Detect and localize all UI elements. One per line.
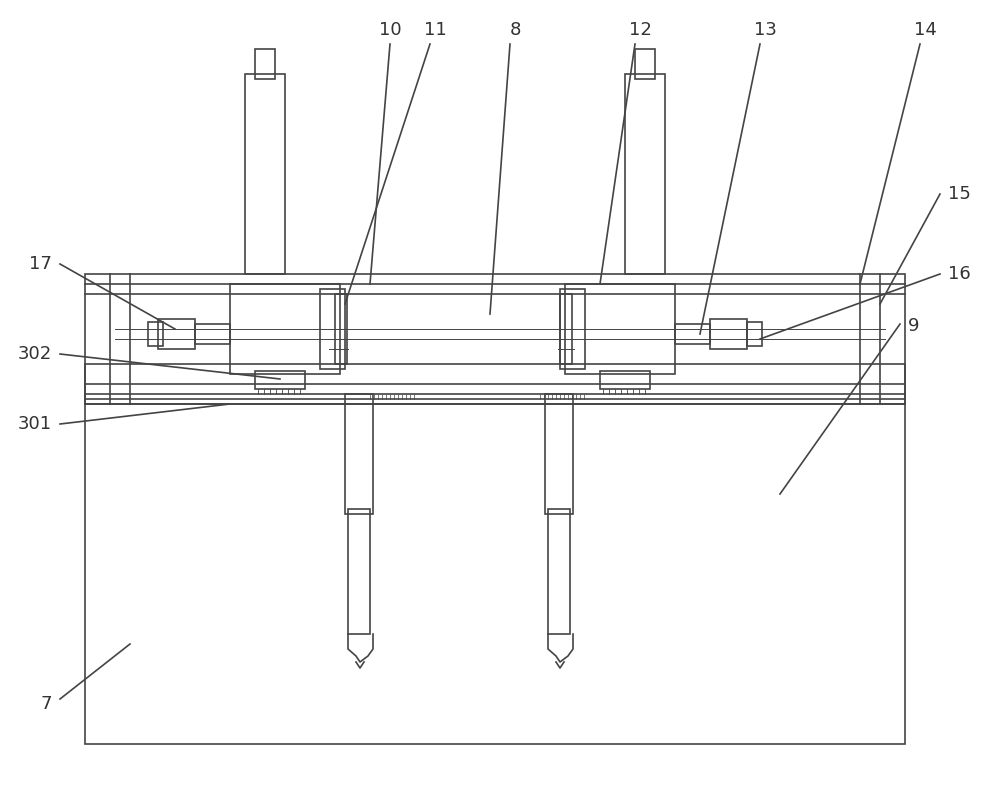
Bar — [320, 289, 345, 369]
Bar — [560, 289, 585, 369]
Bar — [345, 394, 373, 514]
Text: 9: 9 — [908, 317, 920, 335]
Text: 13: 13 — [754, 21, 776, 39]
Bar — [85, 274, 905, 404]
Bar — [625, 74, 665, 274]
Bar — [348, 509, 370, 634]
Bar — [158, 319, 195, 349]
Bar — [747, 322, 762, 346]
Text: 11: 11 — [424, 21, 446, 39]
Bar — [548, 509, 570, 634]
Bar — [245, 74, 285, 274]
Bar — [255, 49, 275, 79]
Bar — [85, 364, 905, 744]
Text: 12: 12 — [629, 21, 651, 39]
Text: 15: 15 — [948, 185, 971, 203]
Text: 10: 10 — [379, 21, 401, 39]
Text: 14: 14 — [914, 21, 936, 39]
Text: 302: 302 — [18, 345, 52, 363]
Bar — [545, 394, 573, 514]
Bar — [335, 294, 347, 364]
Bar — [255, 371, 305, 389]
Bar — [195, 324, 230, 344]
Text: 7: 7 — [40, 695, 52, 713]
Text: 17: 17 — [29, 255, 52, 273]
Text: 301: 301 — [18, 415, 52, 433]
Text: 16: 16 — [948, 265, 971, 283]
Text: 8: 8 — [509, 21, 521, 39]
Bar — [560, 294, 572, 364]
Bar — [230, 284, 340, 374]
Bar — [148, 322, 163, 346]
Bar — [565, 284, 675, 374]
Bar — [675, 324, 710, 344]
Bar — [710, 319, 747, 349]
Bar — [600, 371, 650, 389]
Bar — [635, 49, 655, 79]
